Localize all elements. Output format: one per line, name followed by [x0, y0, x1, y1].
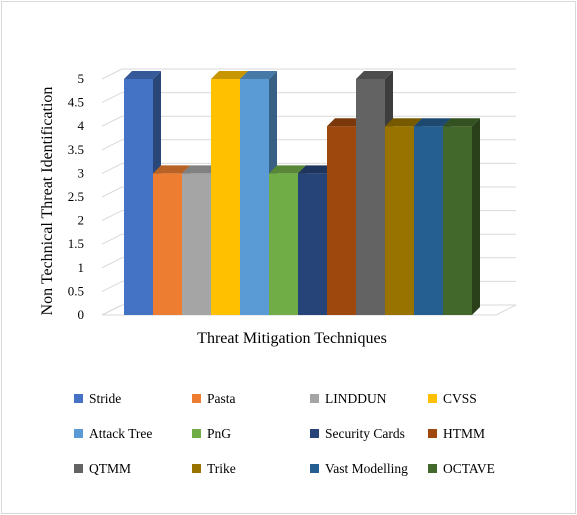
bar-top	[240, 71, 277, 79]
gridline-side	[101, 280, 123, 292]
y-tick-label: 1	[78, 260, 85, 275]
bar-front	[124, 79, 153, 315]
bar-front	[385, 126, 414, 315]
legend-swatch	[74, 394, 83, 403]
bar-front	[153, 173, 182, 315]
legend-item: Attack Tree	[74, 426, 152, 441]
y-tick-label: 3	[78, 165, 85, 180]
bar-top	[356, 71, 393, 79]
bar-front	[182, 173, 211, 315]
legend-label: Security Cards	[325, 426, 405, 441]
legend-item: Stride	[74, 391, 121, 406]
legend-item: PnG	[192, 426, 231, 441]
legend-label: Pasta	[207, 391, 236, 406]
y-tick-label: 2.5	[68, 189, 84, 204]
legend-label: PnG	[207, 426, 231, 441]
legend-swatch	[74, 464, 83, 473]
gridline-side	[101, 92, 123, 104]
bar-front	[327, 126, 356, 315]
legend-swatch	[192, 429, 201, 438]
bar-top	[182, 165, 219, 174]
legend-item: Security Cards	[310, 426, 405, 441]
legend-swatch	[310, 464, 319, 473]
y-tick-label: 4.5	[68, 95, 84, 110]
bar-top	[298, 165, 335, 174]
bar-top	[327, 118, 364, 127]
gridline-side	[101, 210, 123, 222]
legend-label: HTMM	[443, 426, 485, 441]
legend-label: Vast Modelling	[325, 461, 408, 476]
legend-label: LINDDUN	[325, 391, 387, 406]
legend-swatch	[192, 394, 201, 403]
bar-front	[298, 173, 327, 315]
gridline-side	[101, 115, 123, 127]
legend-swatch	[428, 464, 437, 473]
y-tick-label: 0.5	[68, 283, 84, 298]
bar-front	[356, 79, 385, 315]
legend-item: CVSS	[428, 391, 477, 406]
gridline-side	[101, 186, 123, 198]
legend-swatch	[74, 429, 83, 438]
legend-item: LINDDUN	[310, 391, 387, 406]
y-axis-title: Non Technical Threat Identification	[39, 87, 56, 316]
legend-label: QTMM	[89, 461, 131, 476]
gridline-side	[101, 139, 123, 151]
legend-label: Stride	[89, 391, 121, 406]
bar-front	[443, 126, 472, 315]
bar-top	[211, 71, 248, 79]
bar-front	[414, 126, 443, 315]
legend-item: OCTAVE	[428, 461, 495, 476]
legend-swatch	[192, 464, 201, 473]
legend: Stride Pasta LINDDUN CVSS Attack Tree PnG Secu…	[74, 391, 495, 476]
bar-octave	[443, 118, 480, 315]
bar-front	[211, 79, 240, 315]
bar-top	[414, 118, 451, 127]
gridline-side	[101, 233, 123, 245]
bars	[124, 71, 480, 315]
bar-side	[472, 118, 480, 315]
legend-label: OCTAVE	[443, 461, 495, 476]
y-axis-ticks: 0 0.5 1 1.5 2 2.5 3 3.5 4 4.5 5	[68, 71, 85, 322]
gridline-side	[101, 68, 123, 80]
legend-swatch	[310, 394, 319, 403]
legend-label: CVSS	[443, 391, 477, 406]
legend-item: QTMM	[74, 461, 131, 476]
bar-top	[443, 118, 480, 127]
bar-top	[269, 165, 306, 174]
legend-item: Vast Modelling	[310, 461, 408, 476]
gridline-side	[101, 257, 123, 269]
legend-item: Trike	[192, 461, 236, 476]
legend-swatch	[428, 394, 437, 403]
legend-label: Trike	[207, 461, 236, 476]
legend-swatch	[428, 429, 437, 438]
x-axis-title: Threat Mitigation Techniques	[197, 330, 387, 347]
bar-cvss	[211, 71, 248, 315]
y-tick-label: 5	[78, 71, 85, 86]
bar-front	[269, 173, 298, 315]
legend-item: HTMM	[428, 426, 485, 441]
y-tick-label: 4	[78, 118, 85, 133]
y-tick-label: 1.5	[68, 236, 84, 251]
bar-front	[240, 79, 269, 315]
gridline-side	[101, 162, 123, 174]
bar-top	[124, 71, 161, 79]
bar-top	[153, 165, 190, 174]
legend-label: Attack Tree	[89, 426, 152, 441]
y-tick-label: 2	[78, 213, 85, 228]
y-tick-label: 3.5	[68, 142, 84, 157]
bar-top	[385, 118, 422, 127]
legend-item: Pasta	[192, 391, 236, 406]
legend-swatch	[310, 429, 319, 438]
y-tick-label: 0	[78, 307, 85, 322]
